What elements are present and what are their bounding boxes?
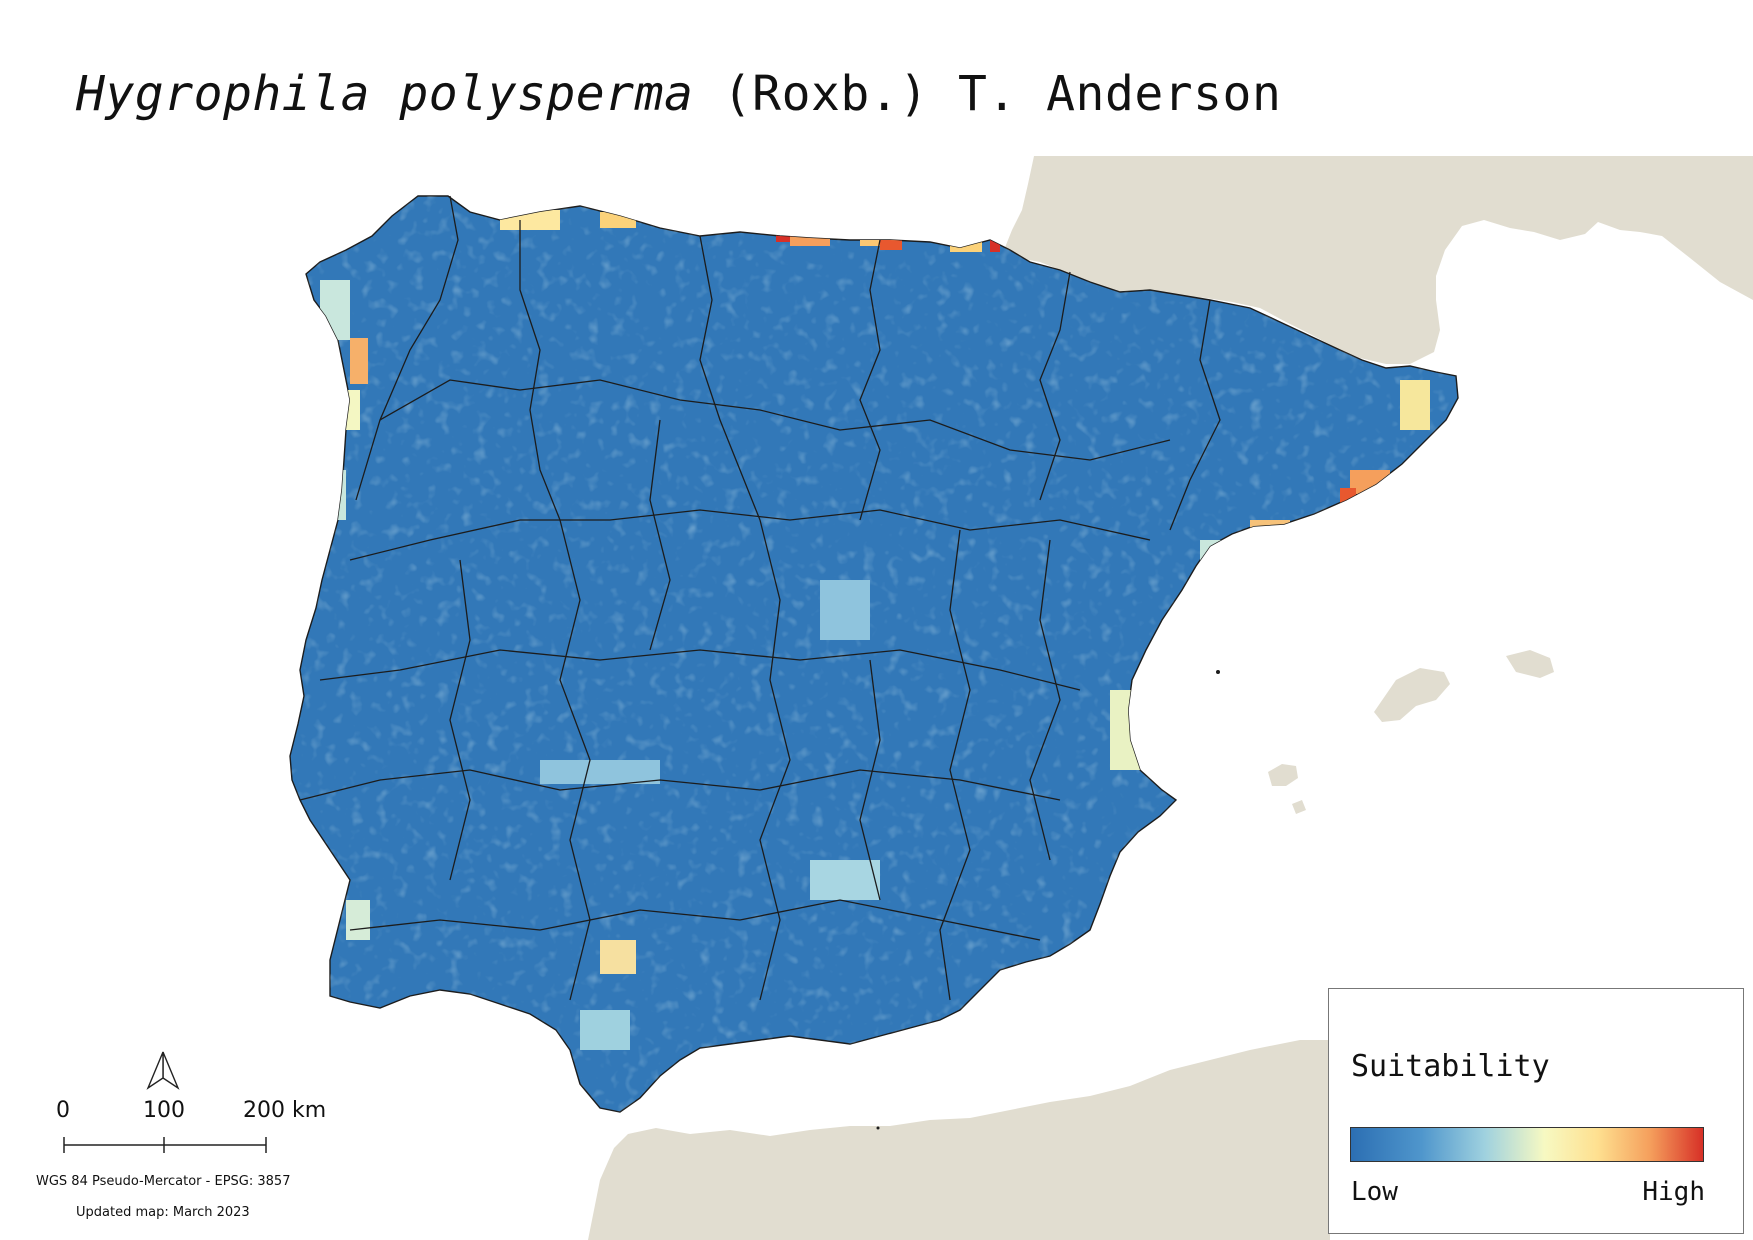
scale-label-0: 0 — [56, 1098, 70, 1123]
formentera-island — [1292, 800, 1306, 814]
scale-bar — [63, 1137, 267, 1153]
legend-high-label: High — [1642, 1177, 1705, 1207]
map-title: Hygrophila polysperma (Roxb.) T. Anderso… — [76, 66, 1281, 122]
ibiza-island — [1268, 764, 1298, 786]
menorca-island — [1506, 650, 1554, 678]
north-arrow-icon — [146, 1051, 180, 1090]
crs-note: WGS 84 Pseudo-Mercator - EPSG: 3857 — [36, 1174, 291, 1189]
africa-land — [588, 1040, 1330, 1240]
scale-label-200: 200 km — [243, 1098, 327, 1123]
legend-low-label: Low — [1351, 1177, 1398, 1207]
legend-title: Suitability — [1351, 1049, 1550, 1084]
scale-label-100: 100 — [143, 1098, 185, 1123]
species-name: Hygrophila polysperma — [76, 66, 694, 122]
update-note: Updated map: March 2023 — [76, 1205, 250, 1220]
legend-box: Suitability Low High — [1328, 988, 1744, 1234]
species-authority: (Roxb.) T. Anderson — [693, 66, 1282, 122]
suitability-color-ramp — [1350, 1127, 1704, 1162]
coastal-islets — [876, 670, 1220, 1130]
mallorca-island — [1374, 668, 1450, 722]
province-boundaries — [299, 195, 1221, 1001]
france-land — [1004, 156, 1753, 364]
surrounding-land — [588, 156, 1753, 1240]
